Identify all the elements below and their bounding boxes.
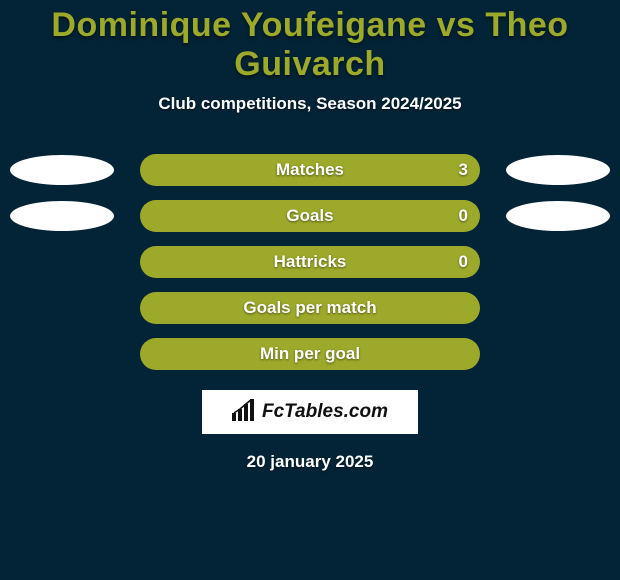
snapshot-date: 20 january 2025 [0,452,620,472]
bars-icon [232,399,256,426]
player-right-marker [506,155,610,185]
stat-bar: Goals per match [140,292,480,324]
player-left-marker [10,201,114,231]
stat-row: Hattricks0 [0,246,620,278]
stat-row: Goals per match [0,292,620,324]
player-right-marker [506,201,610,231]
stat-value: 0 [459,206,468,226]
stat-row: Min per goal [0,338,620,370]
stat-bar: Min per goal [140,338,480,370]
brand-text: FcTables.com [262,401,388,423]
brand-badge: FcTables.com [202,390,418,434]
stat-label: Min per goal [140,344,480,364]
stat-row: Goals0 [0,200,620,232]
stat-value: 3 [459,160,468,180]
page-title: Dominique Youfeigane vs Theo Guivarch [0,0,620,84]
stat-bar: Goals0 [140,200,480,232]
comparison-infographic: Dominique Youfeigane vs Theo Guivarch Cl… [0,0,620,580]
stat-label: Matches [140,160,480,180]
season-subtitle: Club competitions, Season 2024/2025 [0,94,620,114]
player-left-marker [10,155,114,185]
stat-bar: Matches3 [140,154,480,186]
stat-label: Hattricks [140,252,480,272]
stat-value: 0 [459,252,468,272]
stat-row: Matches3 [0,154,620,186]
stat-bar: Hattricks0 [140,246,480,278]
stat-label: Goals per match [140,298,480,318]
stat-rows: Matches3Goals0Hattricks0Goals per matchM… [0,154,620,370]
stat-label: Goals [140,206,480,226]
